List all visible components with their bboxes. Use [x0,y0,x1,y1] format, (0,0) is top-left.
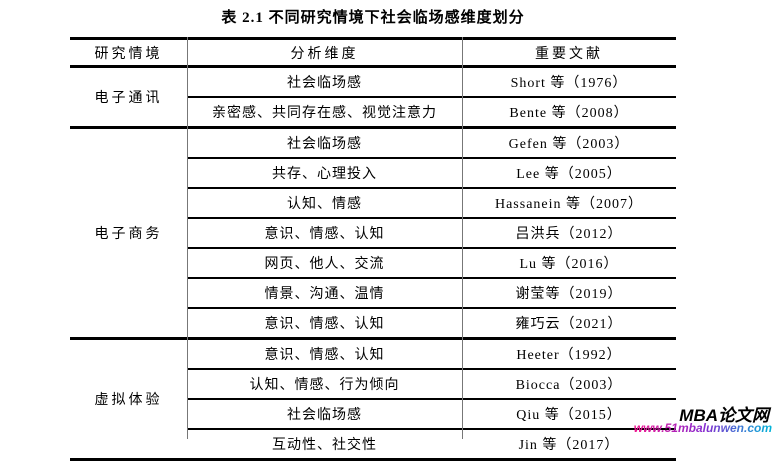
dimension-cell: 意识、情感、认知 [187,338,462,370]
table-row: 共存、心理投入 Lee 等（2005） [70,158,676,189]
reference-cell: Lu 等（2016） [462,248,676,279]
dimension-cell: 情景、沟通、温情 [187,278,462,309]
context-cell: 电子商务 [70,127,187,340]
dimension-cell: 共存、心理投入 [187,158,462,189]
table-row: 社会临场感 Qiu 等（2015） [70,399,676,430]
table-row: 电子商务 社会临场感 Gefen 等（2003） [70,127,676,340]
header-row: 研究情境 分析维度 重要文献 [70,38,676,68]
dimension-cell: 认知、情感、行为倾向 [187,369,462,400]
thesis-page: 表 2.1 不同研究情境下社会临场感维度划分 研究情境 分析维度 重要文献 电子… [70,10,772,461]
table-row: 认知、情感 Hassanein 等（2007） [70,188,676,219]
reference-cell: 吕洪兵（2012） [462,218,676,249]
table-row: 亲密感、共同存在感、视觉注意力 Bente 等（2008） [70,97,676,129]
reference-cell: Heeter（1992） [462,338,676,370]
dimension-cell: 社会临场感 [187,399,462,430]
table-row: 认知、情感、行为倾向 Biocca（2003） [70,369,676,400]
table-row: 意识、情感、认知 吕洪兵（2012） [70,218,676,249]
dimension-cell: 社会临场感 [187,127,462,159]
reference-cell: Gefen 等（2003） [462,127,676,159]
dimensions-table: 研究情境 分析维度 重要文献 电子通讯 社会临场感 Short 等（1976） 亲密感… [70,37,676,461]
dimension-cell: 亲密感、共同存在感、视觉注意力 [187,97,462,129]
dimension-cell: 互动性、社交性 [187,429,462,461]
reference-cell: Qiu 等（2015） [462,399,676,430]
dimension-cell: 意识、情感、认知 [187,308,462,340]
header-research-context: 研究情境 [70,38,187,68]
watermark-brand: MBA论文网 [679,406,769,425]
table-row: 网页、他人、交流 Lu 等（2016） [70,248,676,279]
reference-cell: 谢莹等（2019） [462,278,676,309]
reference-cell: Bente 等（2008） [462,97,676,129]
header-key-literature: 重要文献 [462,38,676,68]
column-divider-1 [187,37,188,439]
table-caption: 表 2.1 不同研究情境下社会临场感维度划分 [221,10,525,26]
table-row: 电子通讯 社会临场感 Short 等（1976） [70,66,676,129]
context-cell: 电子通讯 [70,66,187,129]
context-cell: 虚拟体验 [70,338,187,461]
reference-cell: Hassanein 等（2007） [462,188,676,219]
watermark-url: www.51mbalunwen.com [633,421,772,435]
reference-cell: 雍巧云（2021） [462,308,676,340]
table-row: 意识、情感、认知 雍巧云（2021） [70,308,676,340]
reference-cell: Short 等（1976） [462,66,676,98]
table-body: 电子通讯 社会临场感 Short 等（1976） 亲密感、共同存在感、视觉注意力 Ben… [70,66,676,461]
reference-cell: Biocca（2003） [462,369,676,400]
header-analysis-dimension: 分析维度 [187,38,462,68]
reference-cell: Lee 等（2005） [462,158,676,189]
dimension-cell: 认知、情感 [187,188,462,219]
dimension-cell: 意识、情感、认知 [187,218,462,249]
table-row: 情景、沟通、温情 谢莹等（2019） [70,278,676,309]
table-row: 虚拟体验 意识、情感、认知 Heeter（1992） [70,338,676,461]
dimension-cell: 社会临场感 [187,66,462,98]
dimension-cell: 网页、他人、交流 [187,248,462,279]
dimensions-table-wrap: 研究情境 分析维度 重要文献 电子通讯 社会临场感 Short 等（1976） 亲密感… [70,37,676,461]
column-divider-2 [462,37,463,439]
